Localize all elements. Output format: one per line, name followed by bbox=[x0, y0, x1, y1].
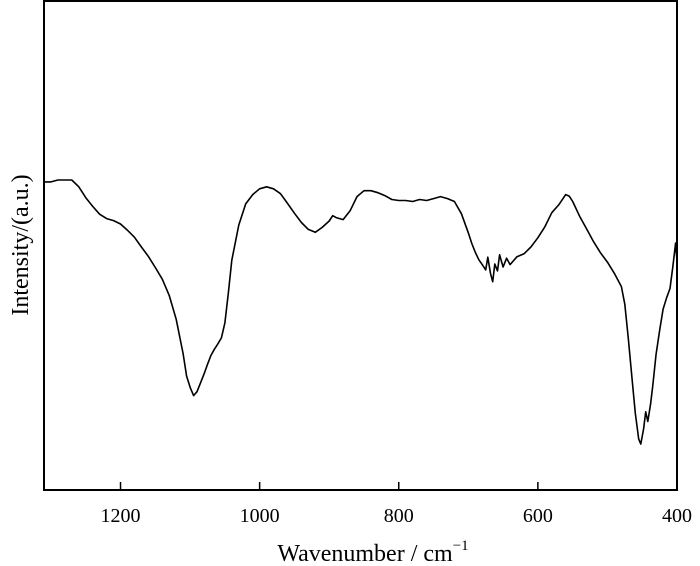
x-axis-label: Wavenumber / cm−1 bbox=[277, 538, 468, 566]
plot-frame bbox=[43, 0, 678, 491]
x-axis-ticks bbox=[119, 482, 678, 490]
x-axis-label-text: Wavenumber / cm bbox=[277, 541, 453, 566]
y-axis-label: Intensity/(a.u.) bbox=[8, 174, 34, 315]
spectrum-line bbox=[44, 179, 678, 445]
x-tick-label: 600 bbox=[523, 505, 553, 527]
x-tick-label: 1200 bbox=[101, 505, 141, 527]
x-axis-label-superscript: −1 bbox=[453, 538, 469, 554]
x-tick-label: 1000 bbox=[240, 505, 280, 527]
x-axis-tick-labels: 1200 1000 800 600 400 bbox=[101, 505, 692, 527]
x-tick-label: 800 bbox=[384, 505, 414, 527]
x-tick-label: 400 bbox=[662, 505, 692, 527]
